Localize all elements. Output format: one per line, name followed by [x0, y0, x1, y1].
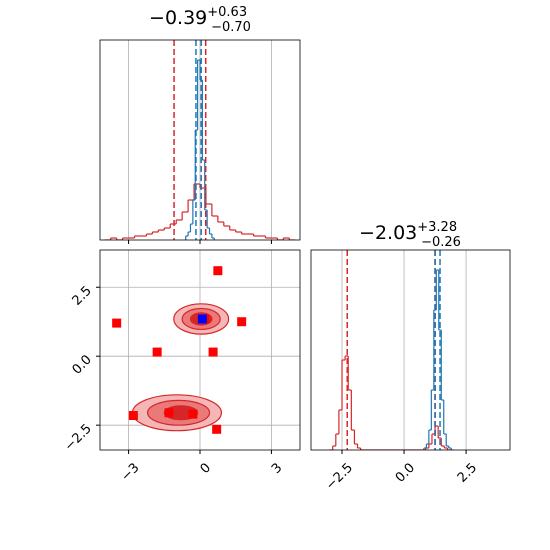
y-tick-label: 2.5 [70, 283, 95, 308]
y-tick-label: −2.5 [62, 421, 95, 454]
x-tick-label: 0.0 [393, 460, 418, 485]
point [188, 409, 198, 419]
x-tick-label: 2.5 [455, 460, 480, 485]
x-tick-label: −2.5 [323, 460, 356, 493]
x-tick-label: −3 [118, 460, 142, 484]
point [112, 318, 122, 328]
title-lower: −0.26 [421, 235, 461, 250]
panel-frame [310, 249, 511, 451]
plot-area [329, 250, 467, 450]
title-main: −0.39 [149, 7, 207, 29]
y-tick-label: 0.0 [70, 352, 95, 377]
title-main: −2.03 [359, 222, 417, 244]
point [213, 266, 223, 276]
title-upper: +3.28 [417, 220, 457, 235]
plot-area [100, 250, 300, 450]
panel-frame [99, 249, 301, 451]
plot-area [104, 40, 296, 240]
title-lower: −0.70 [211, 20, 251, 35]
panel-frame [99, 39, 301, 241]
point [128, 411, 138, 421]
point [237, 317, 247, 327]
x-tick-label: 0 [198, 460, 214, 476]
x-tick-label: 3 [269, 460, 285, 476]
point [152, 347, 162, 357]
title-upper: +0.63 [207, 5, 247, 20]
point [208, 347, 218, 357]
point [164, 408, 174, 418]
point [197, 314, 207, 324]
point [212, 424, 222, 434]
panel-title: −0.39+0.63 −0.70 [149, 5, 251, 35]
panel-title: −2.03+3.28 −0.26 [359, 220, 461, 250]
